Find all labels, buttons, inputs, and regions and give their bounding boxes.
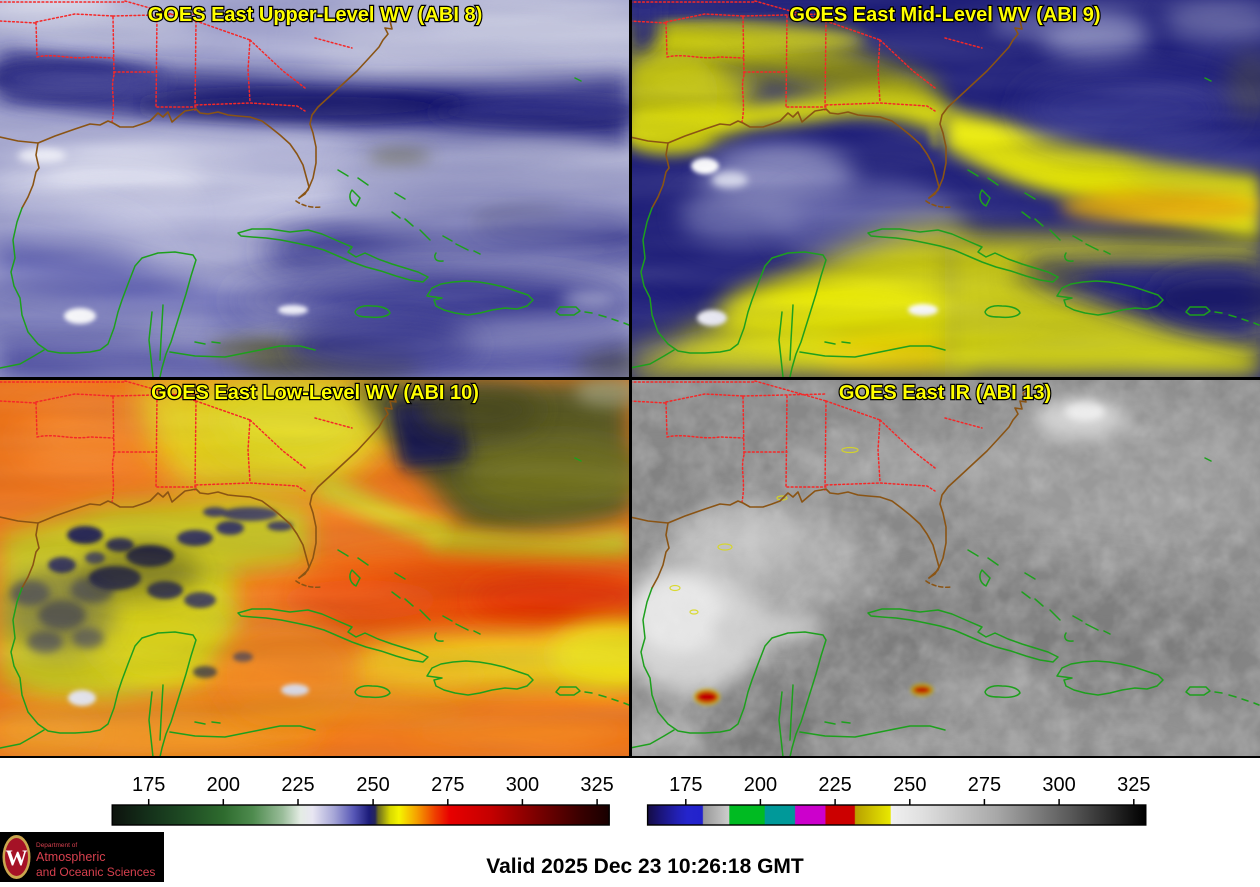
svg-text:Atmospheric: Atmospheric [36,850,105,864]
svg-text:Department of: Department of [36,842,77,849]
svg-text:W: W [6,845,28,870]
svg-text:GOES East Low-Level WV (ABI 10: GOES East Low-Level WV (ABI 10) [151,382,479,404]
svg-text:and Oceanic Sciences: and Oceanic Sciences [36,865,155,879]
svg-text:GOES East Mid-Level WV (ABI 9): GOES East Mid-Level WV (ABI 9) [789,4,1100,26]
svg-text:GOES East IR (ABI 13): GOES East IR (ABI 13) [839,382,1051,404]
svg-text:GOES East Upper-Level WV (ABI: GOES East Upper-Level WV (ABI 8) [148,4,483,26]
